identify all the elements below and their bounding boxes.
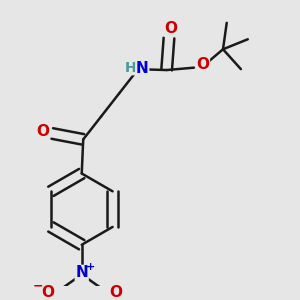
Text: N: N: [75, 266, 88, 280]
Text: O: O: [110, 285, 122, 300]
Text: O: O: [196, 57, 209, 72]
Text: +: +: [85, 262, 95, 272]
Text: O: O: [164, 21, 177, 36]
Text: O: O: [37, 124, 50, 140]
Text: N: N: [136, 61, 149, 76]
Text: −: −: [33, 279, 44, 292]
Text: H: H: [124, 61, 136, 75]
Text: O: O: [41, 285, 54, 300]
